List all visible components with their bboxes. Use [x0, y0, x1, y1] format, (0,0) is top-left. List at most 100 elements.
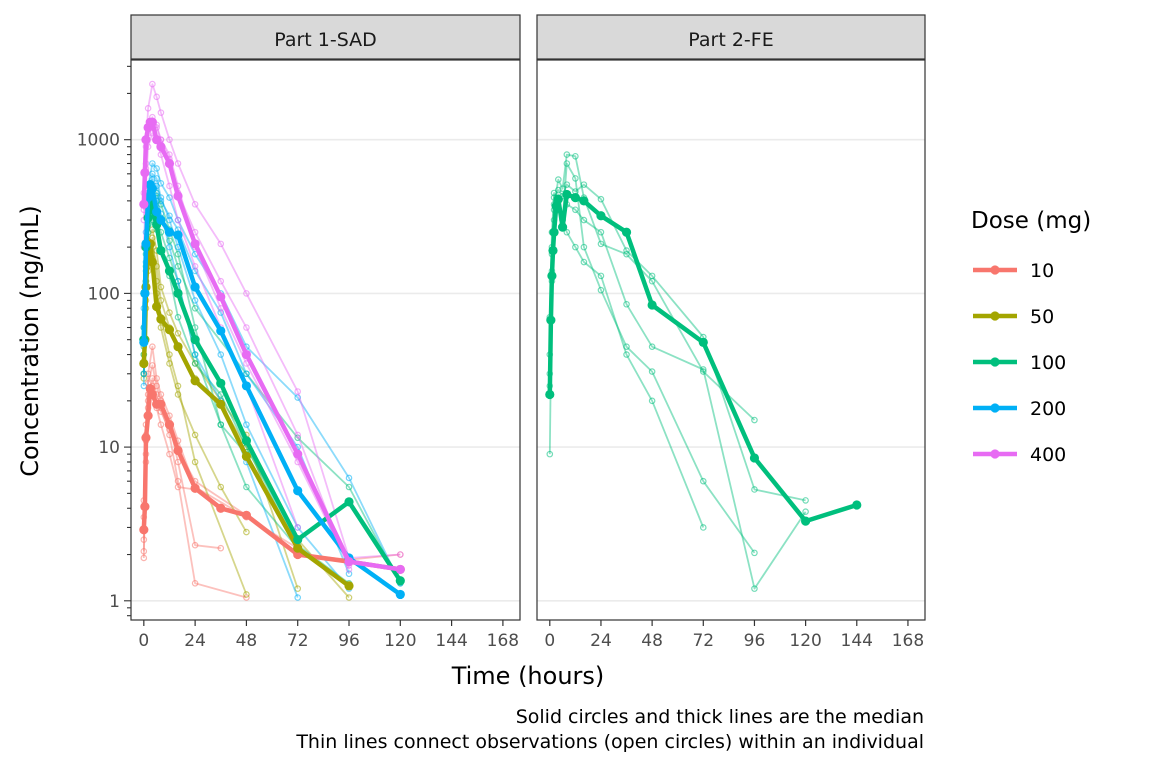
individual-point [345, 566, 353, 573]
median-point [553, 194, 563, 204]
median-point [216, 503, 226, 513]
individual-point [572, 152, 579, 160]
individual-point [174, 382, 182, 390]
individual-point [149, 375, 156, 382]
x-tick-label: 120 [384, 631, 416, 651]
median-point [164, 325, 175, 335]
median-point [139, 199, 149, 209]
median-point [852, 500, 862, 510]
median-point [344, 581, 354, 591]
median-point [141, 433, 151, 443]
facet-strip-label: Part 2-FE [688, 29, 773, 51]
individual-point [166, 351, 173, 358]
individual-line [142, 83, 401, 559]
individual-point [174, 458, 182, 466]
individual-point [149, 160, 156, 167]
median-point [156, 314, 166, 324]
individual-point [217, 421, 225, 428]
median-point [141, 135, 151, 145]
median-line [141, 119, 403, 572]
median-point [621, 227, 632, 237]
individual-point [751, 585, 758, 592]
median-point [749, 453, 760, 463]
median-point [190, 483, 200, 493]
x-tick-label: 120 [789, 631, 821, 651]
facet-strip [536, 14, 926, 60]
individual-point [144, 370, 152, 378]
individual-point [294, 434, 302, 442]
individual-point [243, 290, 250, 297]
individual-point [149, 362, 156, 369]
x-tick-label: 168 [487, 631, 519, 651]
individual-point [550, 189, 558, 197]
individual-point [623, 250, 630, 258]
individual-point [572, 175, 579, 182]
individual-point [699, 477, 707, 485]
individual-point [157, 200, 165, 208]
median-point [216, 378, 226, 388]
individual-point [623, 247, 630, 254]
median-point [293, 486, 303, 496]
individual-point [597, 286, 605, 294]
median-point [164, 420, 175, 430]
individual-point [563, 181, 571, 188]
legend-key-point [990, 311, 1000, 321]
individual-point [157, 421, 165, 428]
x-tick-label: 24 [590, 631, 612, 651]
median-point [156, 245, 166, 256]
plot-background [131, 60, 520, 620]
median-point [164, 158, 175, 169]
individual-point [572, 243, 579, 251]
individual-point [243, 591, 250, 598]
median-point [293, 543, 303, 553]
individual-point [580, 216, 588, 224]
legend-label: 10 [1030, 260, 1054, 282]
median-point [164, 266, 175, 276]
individual-point [217, 309, 225, 316]
individual-point [166, 136, 173, 143]
individual-point [157, 283, 165, 291]
legend-key-point [990, 403, 1000, 413]
median-point [293, 449, 303, 459]
individual-point [580, 243, 588, 251]
median-point [173, 445, 183, 456]
caption-line-2: Thin lines connect observations (open ci… [295, 731, 924, 753]
median-point [562, 189, 572, 200]
individual-point [623, 343, 630, 350]
caption-line-1: Solid circles and thick lines are the me… [516, 706, 924, 728]
median-point [547, 271, 557, 281]
median-point [241, 510, 252, 520]
individual-point [648, 368, 656, 375]
median-point [344, 556, 354, 567]
median-point [579, 196, 589, 206]
y-tick-label: 1 [109, 592, 120, 612]
median-point [801, 516, 811, 526]
panel-1: Part 1-SAD 0 24 48 72 96 120 144 168 [130, 14, 521, 651]
individual-point [166, 216, 173, 224]
median-point [156, 215, 166, 225]
individual-point [191, 267, 199, 275]
median-point [141, 239, 151, 249]
y-axis-title: Concentration (ng/mL) [16, 205, 44, 476]
individual-point [597, 195, 605, 203]
individual-point [243, 421, 250, 428]
x-tick-label: 48 [641, 631, 663, 651]
individual-point [157, 197, 165, 205]
median-point [190, 335, 200, 345]
x-tick-label: 144 [435, 631, 467, 651]
individual-point [153, 175, 160, 182]
individual-point [699, 366, 707, 373]
individual-point [191, 541, 199, 549]
median-point [173, 230, 183, 240]
individual-point [166, 182, 173, 190]
median-point [156, 142, 166, 152]
legend-key-point [990, 357, 1000, 367]
individual-point [648, 272, 656, 280]
individual-point [623, 351, 630, 358]
x-tick-label: 0 [544, 631, 555, 651]
individual-point [345, 594, 353, 601]
individual-point [345, 570, 353, 578]
median-point [139, 337, 149, 347]
individual-point [751, 416, 758, 424]
individual-line [548, 192, 807, 590]
